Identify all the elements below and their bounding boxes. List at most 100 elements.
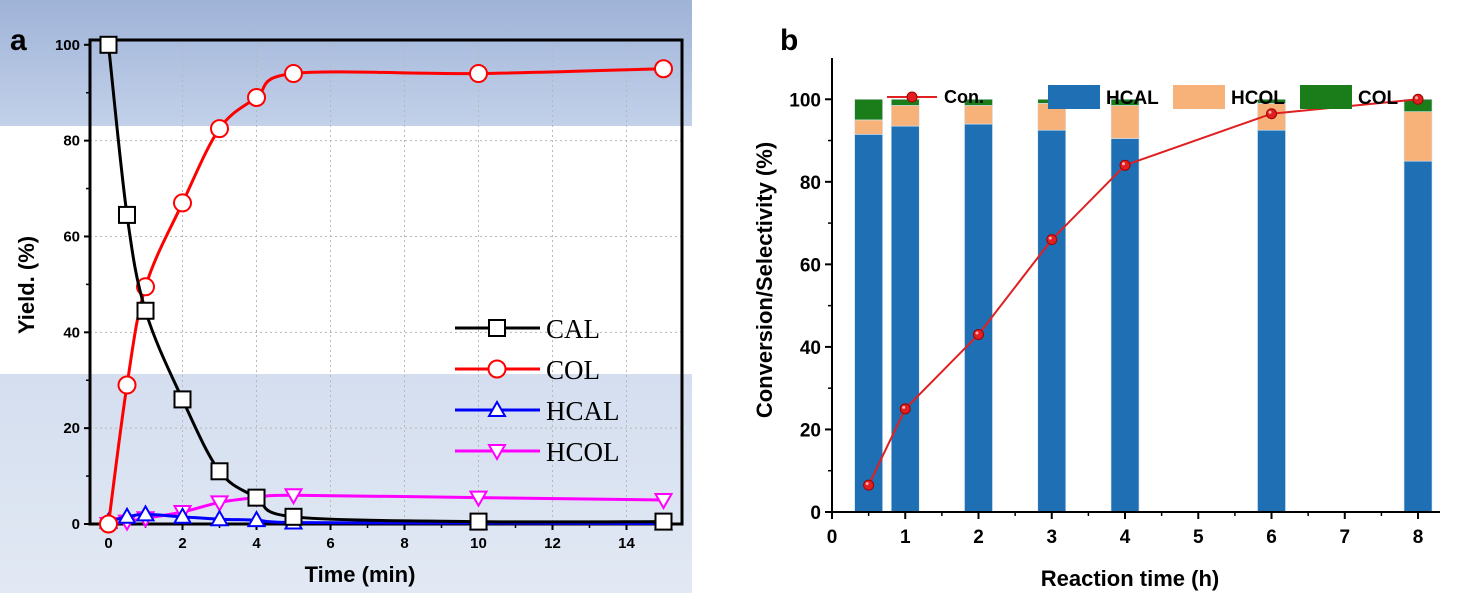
- conversion-point: [899, 403, 911, 415]
- series-point-col: [99, 514, 118, 534]
- conversion-point-highlight: [902, 405, 906, 409]
- bar-segment-col: [1110, 98, 1140, 106]
- panel-b-label: b: [780, 24, 798, 57]
- series-point-col: [247, 88, 266, 108]
- panel-a: a 0 2 4 6 8 10 12 14 0 20 40 60 80 100 CAL COL HCAL HCOL…: [10, 24, 684, 587]
- series-point-col: [210, 119, 229, 139]
- panel-a-ytick-label: 20: [63, 420, 80, 437]
- bar-segment-col: [964, 98, 993, 106]
- panel-a-xtick-label: 14: [618, 535, 635, 552]
- series-point-cal: [173, 390, 192, 409]
- series-point-cal: [469, 512, 488, 531]
- legend-label-con: Con.: [944, 87, 984, 107]
- bar-segment-col: [854, 98, 883, 121]
- conversion-point: [1119, 159, 1131, 171]
- panel-b-legend: Con. HCAL HCOL COL: [887, 85, 1399, 109]
- conversion-point: [1266, 108, 1278, 120]
- conversion-point-highlight: [1122, 162, 1126, 166]
- bar-segment-hcal: [1257, 129, 1286, 513]
- legend-marker-col: [487, 359, 507, 379]
- bar-segment-hcol: [964, 105, 993, 125]
- panel-a-ytick-label: 60: [63, 228, 80, 245]
- legend-swatch-hcal: [1048, 85, 1100, 109]
- panel-b-xtick-label: 2: [973, 527, 984, 548]
- panel-b-xtick-label: 7: [1339, 527, 1350, 548]
- legend-swatch-col: [1300, 85, 1352, 109]
- legend-label-col: COL: [1358, 88, 1399, 109]
- panel-a-ytick-label: 100: [55, 37, 80, 54]
- panel-a-grid: [90, 40, 682, 524]
- panel-a-xtick-label: 2: [178, 535, 186, 552]
- series-point-col: [469, 64, 488, 84]
- panel-b-xtick-label: 4: [1120, 527, 1131, 548]
- bar-segment-hcal: [890, 125, 920, 513]
- series-point-hcal: [209, 509, 230, 527]
- bar-segment-hcal: [854, 134, 883, 513]
- series-point-hcal: [246, 510, 267, 528]
- panel-b-ytick-label: 80: [800, 173, 821, 194]
- series-point-cal: [136, 301, 155, 320]
- series-point-col: [173, 193, 192, 213]
- panel-a-xtick-label: 0: [104, 535, 112, 552]
- panel-b-xtick-label: 6: [1266, 527, 1277, 548]
- series-point-col: [117, 375, 137, 395]
- panel-b-ytick-label: 60: [800, 255, 821, 276]
- panel-a-xlabel: Time (min): [305, 562, 416, 587]
- bar-segment-hcal: [1110, 138, 1140, 513]
- bar-segment-col: [1257, 98, 1286, 104]
- series-point-cal: [284, 507, 303, 526]
- bar-segment-hcal: [1403, 160, 1433, 513]
- panel-a-ylabel: Yield. (%): [14, 236, 39, 334]
- panel-b-ytick-label: 40: [800, 338, 821, 359]
- conversion-point: [863, 479, 875, 491]
- conversion-point-highlight: [1048, 236, 1052, 240]
- panel-b-xtick-label: 0: [827, 527, 838, 548]
- panel-b-xtick-label: 8: [1413, 527, 1424, 548]
- panel-a-xtick-label: 4: [252, 535, 261, 552]
- panel-b-ytick-label: 20: [800, 420, 821, 441]
- legend-label-hcal: HCAL: [1106, 88, 1159, 109]
- panel-b-xlabel: Reaction time (h): [1041, 566, 1219, 591]
- series-point-hcal: [117, 506, 137, 524]
- panel-b-ytick-label: 100: [789, 90, 821, 111]
- panel-a-xtick-label: 8: [400, 535, 408, 552]
- series-point-cal: [247, 488, 266, 507]
- legend-label-cal: CAL: [546, 314, 600, 344]
- conversion-point-highlight: [1415, 96, 1419, 100]
- series-point-col: [284, 64, 303, 84]
- bar-segment-hcol: [1110, 105, 1140, 139]
- series-point-hcol: [209, 495, 230, 513]
- bar-segment-hcol: [890, 105, 920, 127]
- panel-a-xtick-label: 6: [326, 535, 334, 552]
- legend-swatch-hcol: [1173, 85, 1225, 109]
- legend-label-hcal: HCAL: [546, 396, 620, 426]
- legend-marker-cal: [488, 319, 506, 337]
- legend-marker-con: [906, 91, 918, 103]
- panel-a-series: [98, 35, 674, 535]
- panel-b-xtick-label: 1: [900, 527, 911, 548]
- series-point-cal: [99, 35, 118, 54]
- legend-label-col: COL: [546, 355, 600, 385]
- panel-a-ytick-label: 40: [63, 324, 80, 341]
- series-point-hcal: [172, 506, 193, 524]
- panel-b-xtick-label: 5: [1193, 527, 1204, 548]
- panel-a-background: [0, 0, 692, 593]
- series-point-hcol: [283, 488, 304, 506]
- conversion-point: [973, 329, 985, 341]
- panel-b-ylabel: Conversion/Selectivity (%): [752, 142, 777, 418]
- panel-b-ytick-label: 0: [810, 503, 821, 524]
- series-point-cal: [654, 512, 673, 531]
- legend-label-hcol: HCOL: [1231, 88, 1285, 109]
- conversion-point-highlight: [865, 482, 869, 486]
- series-point-hcol: [468, 490, 489, 508]
- panel-a-legend: CAL COL HCAL HCOL: [455, 314, 620, 467]
- panel-a-ytick-label: 0: [72, 516, 80, 533]
- panel-a-label: a: [10, 24, 27, 57]
- panel-b-bars: [854, 98, 1433, 513]
- bar-segment-col: [890, 98, 920, 106]
- conversion-point-highlight: [975, 331, 979, 335]
- conversion-point: [1046, 234, 1058, 246]
